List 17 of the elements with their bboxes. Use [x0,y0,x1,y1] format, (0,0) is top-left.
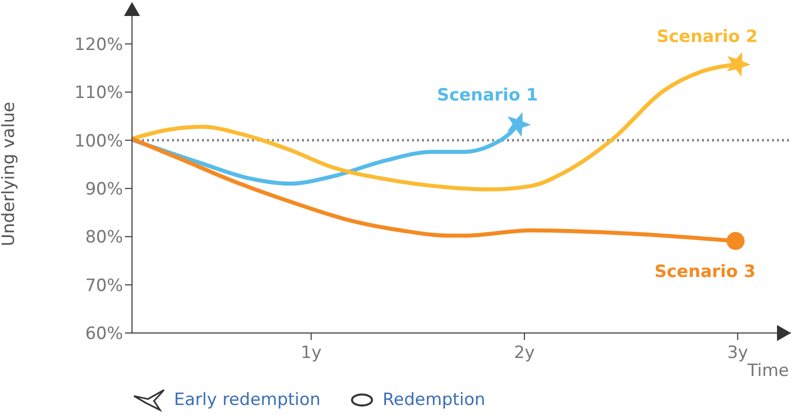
x-axis-title: Time [746,361,789,381]
y-tick-label: 70% [85,276,123,296]
y-tick-label: 110% [74,83,123,104]
y-tick-label: 60% [85,324,123,344]
x-tick-label: 3y [727,343,748,364]
y-tick-label: 80% [85,228,123,248]
series-label: Scenario 1 [436,85,538,106]
text: Early redemption [174,390,321,410]
y-tick-label: 90% [85,179,123,200]
y-axis-title: Underlying value [0,102,20,246]
series-label: Scenario 3 [654,262,756,282]
y-tick-label: 120% [74,34,123,55]
text: Redemption [382,390,486,410]
y-tick-label: 100% [74,131,123,152]
x-tick-label: 2y [514,343,535,364]
series-label: Scenario 2 [656,27,758,48]
x-tick-label: 1y [300,343,322,364]
